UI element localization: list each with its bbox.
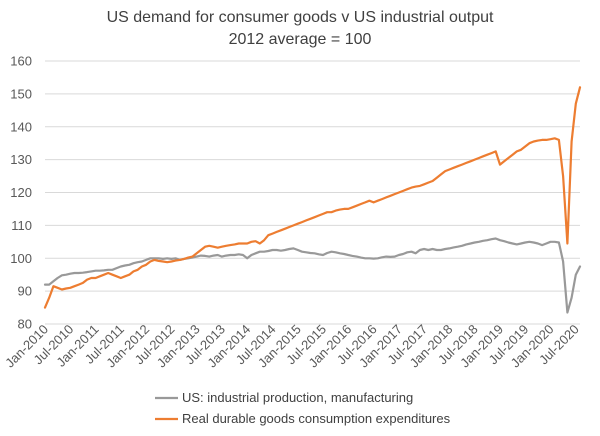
gridlines — [45, 60, 580, 325]
y-tick-label: 130 — [10, 152, 32, 167]
series-lines — [43, 86, 582, 314]
y-tick-label: 100 — [10, 251, 32, 266]
chart-title: US demand for consumer goods v US indust… — [107, 9, 494, 26]
y-tick-label: 150 — [10, 86, 32, 101]
x-axis-ticks: Jan-2010Jul-2010Jan-2011Jul-2011Jan-2012… — [2, 322, 582, 371]
y-tick-label: 140 — [10, 119, 32, 134]
series-line-0 — [43, 237, 582, 314]
y-tick-label: 120 — [10, 185, 32, 200]
chart-subtitle: 2012 average = 100 — [229, 31, 372, 48]
legend-label-industrial-production: US: industrial production, manufacturing — [182, 390, 413, 405]
legend: US: industrial production, manufacturing… — [155, 390, 451, 426]
y-tick-label: 110 — [11, 218, 32, 233]
y-axis-ticks: 80 90 100 110 120 130 140 150 160 — [10, 54, 32, 332]
y-tick-label: 160 — [10, 54, 32, 69]
y-tick-label: 80 — [18, 317, 32, 332]
y-tick-label: 90 — [18, 284, 32, 299]
legend-label-durable-goods: Real durable goods consumption expenditu… — [182, 411, 451, 426]
series-line-1 — [43, 86, 582, 309]
